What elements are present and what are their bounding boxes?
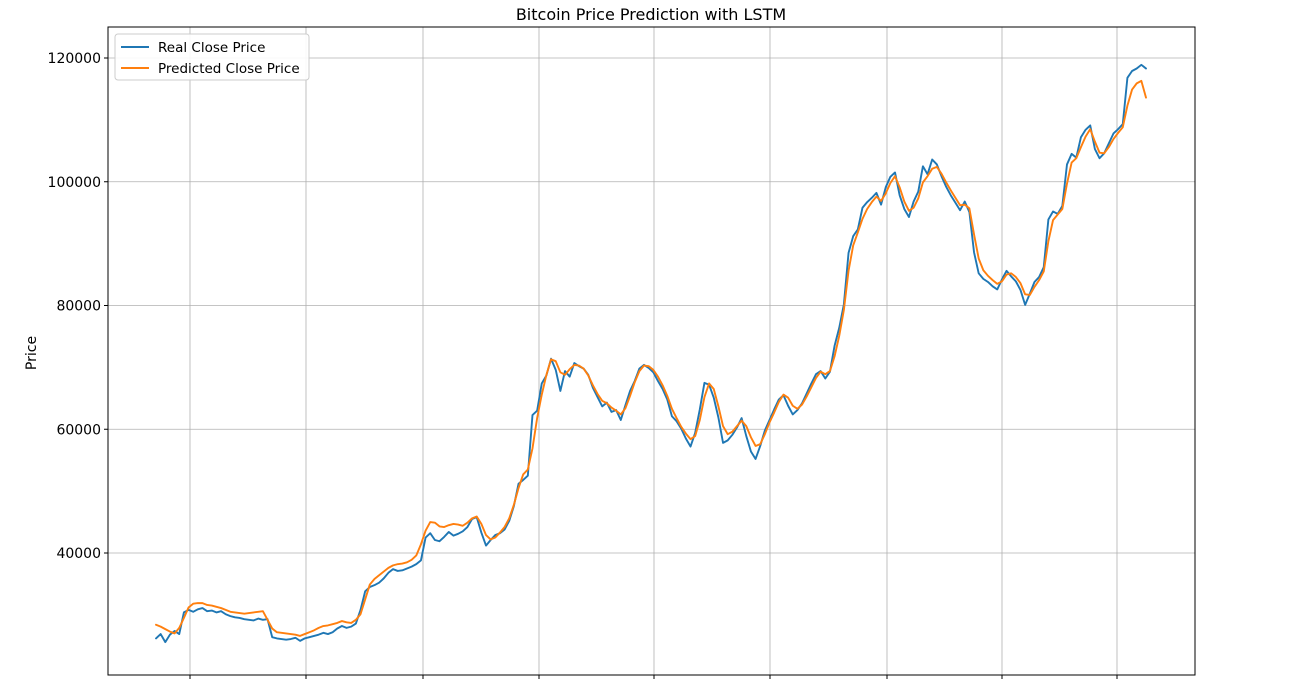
- series-group: [155, 63, 1147, 644]
- y-tick-label: 40000: [56, 546, 101, 562]
- y-tick-label: 80000: [56, 299, 101, 315]
- series-line-predicted-close-price: [155, 79, 1147, 637]
- legend: Real Close Price Predicted Close Price: [114, 33, 310, 81]
- axes: 40000 60000 80000 100000 120000: [48, 51, 1118, 679]
- y-tick-label: 120000: [48, 51, 101, 67]
- plot-frame: [107, 26, 1196, 676]
- plot-area: [108, 27, 1195, 675]
- y-tick-label: 100000: [48, 175, 101, 191]
- y-axis-label: Price: [24, 336, 40, 370]
- legend-box: [114, 33, 310, 81]
- legend-label: Real Close Price: [158, 40, 265, 56]
- y-tick-label: 60000: [56, 422, 101, 438]
- chart-title: Bitcoin Price Prediction with LSTM: [516, 5, 786, 24]
- series-line-real-close-price: [155, 63, 1147, 644]
- grid: [108, 27, 1195, 675]
- legend-label: Predicted Close Price: [158, 61, 300, 77]
